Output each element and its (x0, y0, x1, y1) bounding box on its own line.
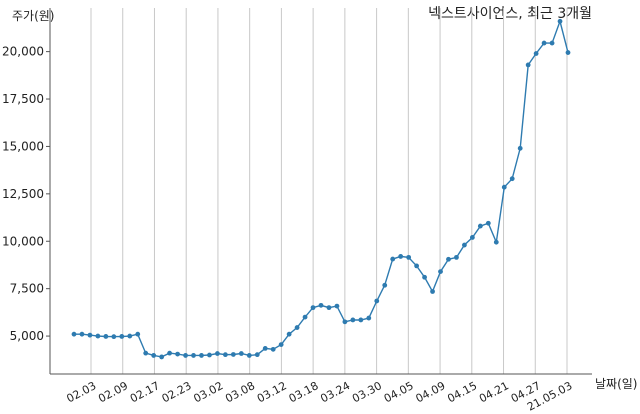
x-tick-label: 04.21 (477, 379, 511, 405)
y-tick-label: 17,500 (2, 92, 44, 106)
data-point (438, 269, 443, 274)
data-point (254, 352, 260, 358)
data-point (358, 317, 364, 323)
data-point (199, 353, 204, 358)
data-point (318, 302, 324, 308)
data-point (246, 353, 252, 358)
x-tick-label: 03.30 (350, 379, 384, 405)
data-point (430, 289, 435, 294)
data-point (525, 62, 531, 68)
data-point (414, 263, 420, 269)
data-point (79, 331, 85, 337)
data-point (533, 51, 539, 56)
x-tick-label: 03.18 (287, 379, 321, 405)
x-tick-label: 04.05 (382, 379, 416, 405)
y-axis-label: 주가(원) (12, 9, 54, 23)
x-tick-label: 02.23 (160, 379, 194, 405)
data-point (111, 334, 117, 340)
data-point (493, 239, 499, 245)
data-point (406, 254, 412, 260)
data-point (454, 254, 459, 260)
data-point (167, 350, 173, 356)
x-tick-labels: 02.0302.0902.1702.2303.0203.0803.1203.18… (64, 379, 574, 413)
data-point (549, 40, 555, 46)
data-point (159, 354, 165, 360)
data-point (390, 256, 396, 262)
x-tick-label: 04.15 (445, 379, 479, 405)
data-point (565, 50, 571, 55)
data-point (541, 40, 547, 46)
y-tick-labels: 5,000 7,500 10,000 12,500 15,000 17,500 20,000 (2, 45, 44, 343)
data-point (103, 334, 109, 339)
data-point (278, 342, 284, 348)
data-point (286, 331, 292, 337)
data-point (87, 332, 93, 338)
data-point (71, 331, 77, 337)
data-point (230, 352, 236, 357)
data-point (183, 353, 188, 358)
data-point (302, 314, 308, 320)
data-point (501, 184, 507, 190)
data-point (175, 351, 180, 357)
data-point (238, 351, 244, 356)
y-tick-label: 5,000 (10, 329, 44, 343)
data-point (382, 282, 388, 288)
data-point (143, 350, 149, 356)
data-point (135, 331, 141, 337)
y-tick-label: 7,500 (10, 282, 44, 296)
data-point (207, 352, 212, 358)
x-tick-label: 03.08 (223, 379, 257, 405)
data-point (446, 256, 451, 262)
data-point (350, 317, 356, 323)
axes (46, 8, 592, 375)
grid-lines (90, 8, 568, 374)
x-tick-label: 03.24 (318, 379, 352, 405)
chart-title: 넥스트사이언스, 최근 3개월 (428, 6, 592, 22)
data-point (334, 303, 340, 309)
x-tick-label: 03.02 (191, 379, 225, 405)
data-point (294, 325, 300, 330)
data-point (469, 235, 475, 240)
data-point (95, 333, 101, 339)
data-point (342, 319, 348, 325)
data-point (462, 242, 467, 248)
data-point (151, 353, 157, 358)
data-point (422, 274, 427, 280)
x-tick-label: 02.09 (96, 379, 130, 405)
data-point (326, 305, 332, 311)
y-tick-label: 20,000 (2, 45, 44, 59)
data-points (71, 18, 571, 360)
data-point (191, 353, 196, 358)
y-tick-label: 12,500 (2, 187, 44, 201)
y-tick-label: 10,000 (2, 234, 44, 248)
data-point (310, 305, 316, 311)
data-point (477, 223, 483, 229)
data-point (262, 345, 268, 351)
data-point (398, 254, 404, 259)
data-point (557, 18, 563, 24)
x-tick-label: 04.09 (414, 379, 448, 405)
data-point (517, 145, 523, 151)
data-point (485, 220, 491, 226)
data-point (509, 176, 515, 182)
x-tick-label: 02.17 (128, 379, 162, 405)
x-axis-label: 날짜(일) (595, 377, 637, 391)
data-point (119, 334, 125, 339)
y-tick-label: 15,000 (2, 139, 44, 153)
data-point (215, 351, 220, 356)
data-point (127, 333, 133, 339)
data-point (270, 346, 276, 352)
data-point (222, 352, 228, 358)
x-tick-label: 03.12 (255, 379, 289, 405)
data-point (374, 298, 380, 304)
x-tick-label: 02.03 (64, 379, 98, 405)
data-point (366, 315, 372, 321)
